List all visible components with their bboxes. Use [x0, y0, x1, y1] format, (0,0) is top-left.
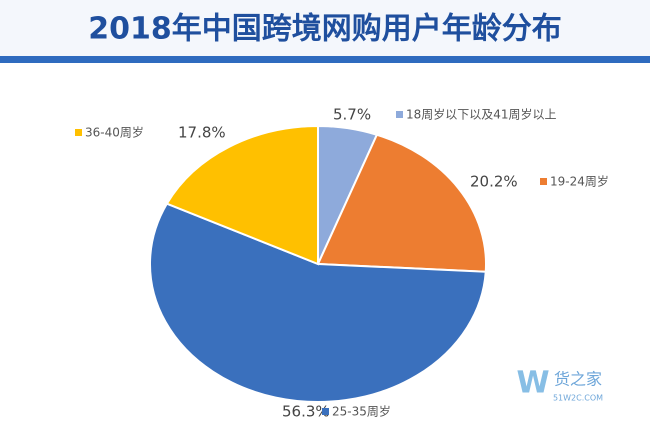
legend-label: 36-40周岁 — [85, 125, 144, 140]
legend-label: 19-24周岁 — [550, 174, 609, 189]
chart-title: 2018年中国跨境网购用户年龄分布 — [88, 12, 562, 47]
watermark-url: 51W2C.COM — [553, 394, 603, 403]
legend-swatch — [322, 408, 329, 415]
data-label: 5.7% — [333, 106, 371, 124]
pie-slice — [165, 124, 319, 266]
pie-slice — [149, 202, 487, 404]
legend-swatch — [396, 111, 403, 118]
data-label: 56.3% — [282, 403, 330, 421]
legend-swatch — [75, 129, 82, 136]
title-rule — [0, 56, 650, 63]
data-label: 17.8% — [178, 124, 226, 142]
watermark-logo: W — [516, 366, 549, 401]
legend-label: 25-35周岁 — [332, 404, 391, 419]
legend-swatch — [540, 178, 547, 185]
watermark-name: 货之家 — [554, 370, 602, 389]
pie — [149, 124, 487, 404]
pie-slice — [316, 133, 487, 273]
watermark: W 货之家 51W2C.COM — [516, 366, 603, 403]
legend-label: 18周岁以下以及41周岁以上 — [406, 107, 557, 122]
title-band — [0, 0, 650, 56]
data-label: 20.2% — [470, 173, 518, 191]
